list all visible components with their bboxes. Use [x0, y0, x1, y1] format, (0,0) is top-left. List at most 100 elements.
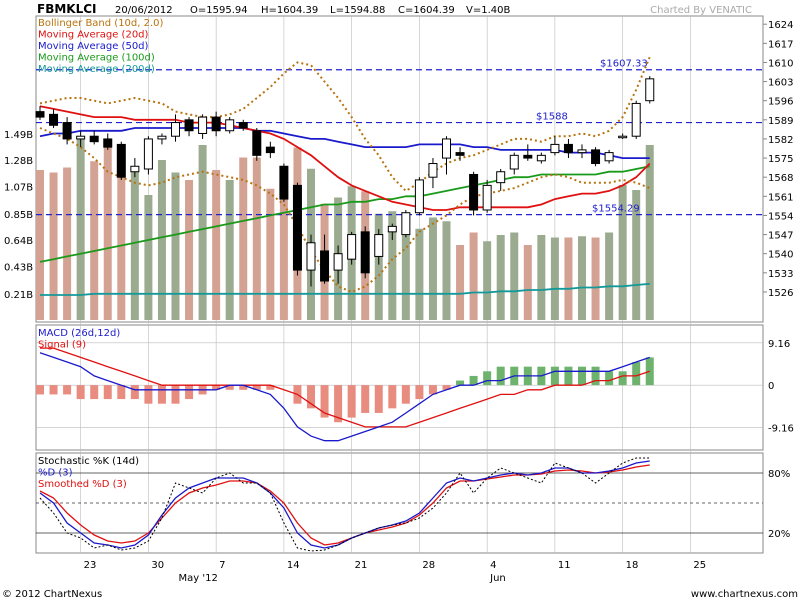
volume-bar — [49, 172, 58, 320]
charted-by-label: Charted By VENATIC — [650, 5, 752, 16]
volume-bar — [645, 145, 654, 320]
volume-bar — [388, 211, 397, 320]
candle-body — [347, 234, 357, 260]
d-line — [39, 460, 650, 549]
candle-body — [171, 122, 180, 137]
price-legend-entry: Moving Average (50d) — [38, 41, 149, 52]
price-tick-label: 1540 — [768, 250, 793, 261]
volume-bar — [130, 170, 139, 320]
high-label: H=1604.39 — [261, 5, 318, 16]
macd-histogram-bar — [144, 385, 153, 404]
price-tick-label: 1596 — [768, 97, 793, 108]
volume-bar — [76, 136, 85, 320]
smoothed-d-line — [39, 464, 650, 546]
price-tick-label: 1589 — [768, 116, 793, 127]
close-label: C=1604.39 — [398, 5, 455, 16]
candle-body — [35, 111, 45, 118]
price-legend-entry: Bollinger Band (10d, 2.0) — [38, 18, 164, 29]
reference-label: $1607.33 — [600, 59, 648, 70]
macd-histogram-bar — [605, 371, 614, 386]
macd-histogram-bar — [266, 385, 275, 390]
candle-body — [76, 135, 86, 140]
candle-body — [143, 138, 153, 170]
x-tick-label: 4 — [490, 560, 496, 571]
chart-header: FBMKLCI 20/06/2012 O=1595.94 H=1604.39 L… — [37, 2, 752, 16]
stochastic-legend-entry: Stochastic %K (14d) — [38, 456, 139, 467]
month-label: Jun — [489, 573, 506, 584]
stochastic-tick-label: 20% — [768, 529, 790, 540]
x-tick-label: 11 — [558, 560, 571, 571]
macd-histogram-bar — [388, 385, 397, 409]
candle-body — [618, 135, 628, 139]
volume-bar — [483, 241, 492, 320]
volume-bar — [428, 217, 437, 320]
candle-body — [103, 138, 113, 148]
volume-bar — [198, 145, 207, 320]
volume-bar — [605, 232, 614, 320]
candle-body — [320, 250, 330, 282]
candle-body — [496, 171, 506, 184]
macd-histogram-bar — [117, 385, 126, 400]
candle-body — [360, 231, 370, 274]
candle-body — [211, 116, 221, 132]
volume-bar — [442, 221, 451, 320]
x-tick-label: 18 — [626, 560, 639, 571]
macd-histogram-bar — [428, 385, 437, 395]
price-legend-entry: Moving Average (100d) — [38, 53, 155, 64]
price-tick-label: 1554 — [768, 211, 793, 222]
price-tick-label: 1610 — [768, 58, 793, 69]
candle-body — [577, 149, 587, 154]
macd-histogram-bar — [225, 385, 234, 390]
x-tick-label: 30 — [151, 560, 164, 571]
macd-histogram-bar — [415, 385, 424, 400]
candle-body — [265, 146, 275, 154]
volume-bar — [456, 245, 465, 320]
macd-histogram-bar — [442, 385, 451, 390]
macd-tick-label: -9.16 — [768, 424, 794, 435]
candle-body — [550, 143, 560, 154]
macd-histogram-bar — [645, 357, 654, 386]
price-legend-entry: Moving Average (20d) — [38, 30, 149, 41]
volume-bar — [523, 245, 532, 320]
volume-bar — [618, 185, 627, 320]
candle-body — [292, 184, 302, 271]
reference-label: $1588 — [536, 112, 568, 123]
volume-bar — [415, 228, 424, 320]
volume-bar — [401, 222, 410, 320]
candle-body — [89, 135, 99, 143]
macd-panel — [36, 347, 654, 442]
candle-body — [306, 242, 316, 271]
candle-body — [428, 163, 438, 178]
price-tick-label: 1526 — [768, 288, 793, 299]
macd-histogram-bar — [171, 385, 180, 404]
copyright-label: © 2012 ChartNexus — [2, 589, 102, 600]
candle-body — [279, 165, 289, 200]
ma200-line — [40, 282, 650, 296]
macd-histogram-bar — [130, 385, 139, 400]
volume-bar — [591, 237, 600, 320]
macd-histogram-bar — [374, 385, 383, 413]
signal-line — [40, 347, 650, 428]
candle-body — [645, 78, 655, 102]
volume-bar — [36, 170, 44, 320]
x-tick-label: 23 — [84, 560, 97, 571]
volume-bar — [117, 160, 126, 320]
price-tick-label: 1561 — [768, 192, 793, 203]
macd-histogram-bar — [347, 385, 356, 418]
bollinger-lower-line — [39, 127, 651, 293]
ma100-line — [39, 165, 650, 263]
price-panel: $1607.33 $1588 $1554.29 — [35, 56, 763, 320]
candle-body — [130, 165, 140, 173]
volume-bar — [578, 236, 586, 320]
candle-body — [414, 179, 424, 214]
macd-histogram-bar — [361, 385, 370, 413]
macd-histogram-bar — [456, 380, 465, 386]
macd-histogram-bar — [49, 385, 58, 395]
chart-footer: © 2012 ChartNexus www.chartnexus.com — [2, 589, 798, 600]
macd-histogram-bar — [36, 385, 44, 395]
volume-bar — [212, 170, 221, 320]
candle-body — [238, 122, 248, 129]
volume-tick-label: 1.49B — [4, 130, 33, 141]
macd-legend-entry: MACD (26d,12d) — [38, 328, 120, 339]
